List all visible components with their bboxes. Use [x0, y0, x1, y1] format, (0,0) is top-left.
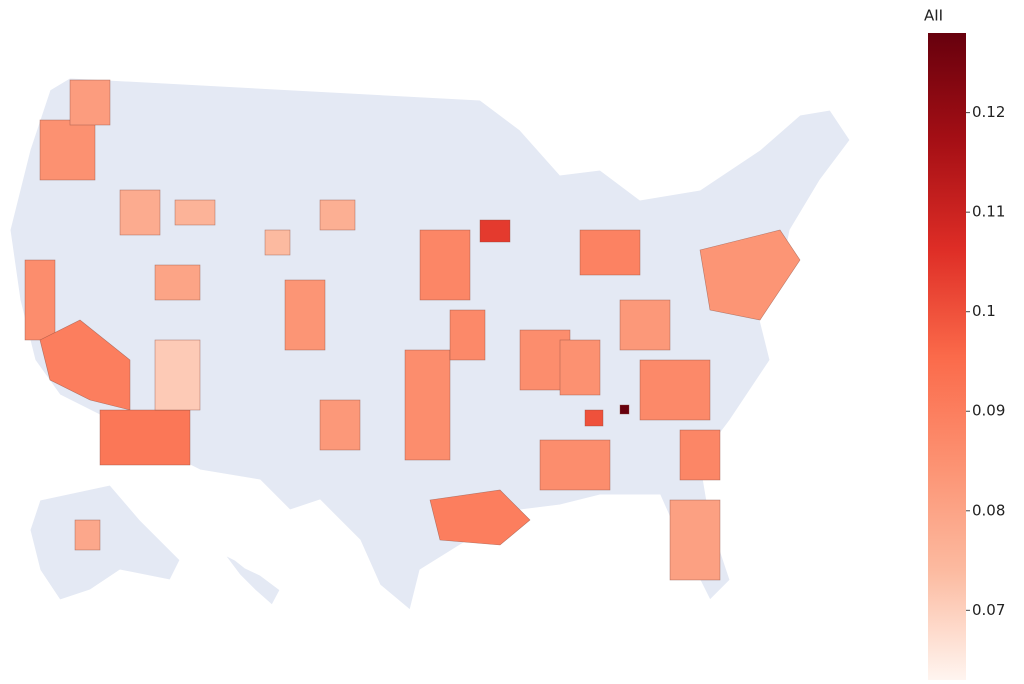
region — [669, 499, 721, 581]
hawaii — [224, 554, 281, 606]
alaska — [29, 484, 181, 601]
region — [174, 199, 216, 226]
region — [119, 189, 161, 236]
region — [99, 409, 191, 466]
colorbar-tick-label: 0.11 — [972, 203, 1005, 221]
region — [69, 79, 111, 126]
region — [699, 229, 801, 321]
colorbar-title: AII — [924, 7, 943, 25]
basemap — [9, 77, 851, 611]
region — [264, 229, 291, 256]
region — [639, 359, 711, 421]
colorbar-tick-label: 0.08 — [972, 501, 1005, 519]
region — [619, 299, 671, 351]
colorbar — [928, 33, 966, 680]
region — [579, 229, 641, 276]
region — [319, 399, 361, 451]
region — [479, 219, 511, 243]
region — [419, 229, 471, 301]
region — [24, 259, 56, 341]
region — [619, 404, 630, 415]
colorbar-tick-label: 0.09 — [972, 402, 1005, 420]
region — [679, 429, 721, 481]
colorbar-tick-label: 0.1 — [972, 302, 996, 320]
region — [559, 339, 601, 396]
region — [39, 119, 96, 181]
region — [584, 409, 604, 427]
region — [154, 264, 201, 301]
colorbar-tick-label: 0.12 — [972, 103, 1005, 121]
region — [404, 349, 451, 461]
regions — [24, 79, 801, 581]
region — [319, 199, 356, 231]
colorbar-tick-label: 0.07 — [972, 601, 1005, 619]
colorbar-ticks: 0.07 0.08 0.09 0.1 0.11 0.12 — [966, 103, 1005, 619]
region — [74, 519, 101, 551]
region — [539, 439, 611, 491]
region — [154, 339, 201, 411]
region — [429, 489, 531, 546]
region — [284, 279, 326, 351]
region — [449, 309, 486, 361]
